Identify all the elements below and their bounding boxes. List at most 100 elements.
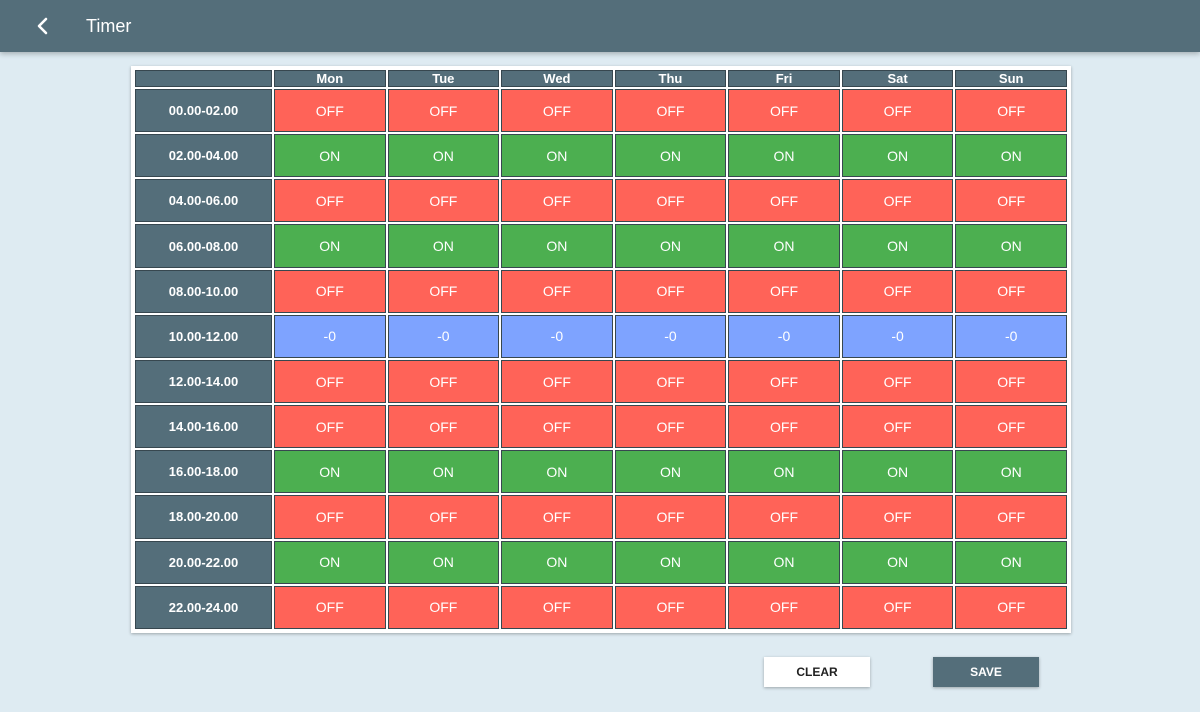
table-row: 12.00-14.00 OFF OFF OFF OFF OFF OFF OFF	[135, 359, 1067, 404]
schedule-cell-tue[interactable]: ON	[387, 540, 500, 584]
time-slot-label: 22.00-24.00	[135, 585, 272, 629]
schedule-cell-wed[interactable]: OFF	[501, 179, 613, 223]
schedule-cell-tue[interactable]: OFF	[387, 585, 500, 629]
schedule-cell-mon[interactable]: OFF	[274, 269, 386, 313]
schedule-cell-sun[interactable]: OFF	[955, 585, 1067, 629]
schedule-cell-thu[interactable]: OFF	[614, 495, 727, 539]
schedule-cell-wed[interactable]: OFF	[501, 89, 613, 133]
schedule-cell-mon[interactable]: ON	[274, 134, 386, 178]
schedule-cell-thu[interactable]: OFF	[614, 405, 727, 449]
schedule-cell-tue[interactable]: -0	[387, 314, 500, 358]
schedule-cell-sat[interactable]: ON	[841, 134, 954, 178]
schedule-cell-sat[interactable]: OFF	[841, 359, 954, 404]
schedule-cell-sun[interactable]: OFF	[955, 269, 1067, 313]
schedule-cell-mon[interactable]: OFF	[274, 89, 386, 133]
table-row: 22.00-24.00 OFF OFF OFF OFF OFF OFF OFF	[135, 585, 1067, 629]
schedule-cell-sat[interactable]: OFF	[841, 179, 954, 223]
schedule-cell-wed[interactable]: OFF	[501, 495, 613, 539]
schedule-cell-fri[interactable]: OFF	[728, 585, 840, 629]
schedule-cell-thu[interactable]: ON	[614, 224, 727, 268]
schedule-cell-thu[interactable]: OFF	[614, 269, 727, 313]
schedule-cell-sun[interactable]: OFF	[955, 405, 1067, 449]
schedule-cell-wed[interactable]: ON	[501, 450, 613, 494]
schedule-cell-tue[interactable]: OFF	[387, 405, 500, 449]
time-slot-label: 08.00-10.00	[135, 269, 272, 313]
schedule-cell-sat[interactable]: -0	[841, 314, 954, 358]
back-button[interactable]	[28, 11, 58, 41]
schedule-cell-fri[interactable]: ON	[728, 540, 840, 584]
schedule-cell-mon[interactable]: ON	[274, 224, 386, 268]
day-header-wed: Wed	[501, 70, 613, 87]
schedule-cell-wed[interactable]: ON	[501, 224, 613, 268]
schedule-cell-thu[interactable]: OFF	[614, 359, 727, 404]
schedule-cell-tue[interactable]: ON	[387, 134, 500, 178]
schedule-cell-fri[interactable]: OFF	[728, 359, 840, 404]
schedule-cell-thu[interactable]: ON	[614, 134, 727, 178]
schedule-cell-fri[interactable]: ON	[728, 224, 840, 268]
day-header-fri: Fri	[728, 70, 840, 87]
schedule-cell-fri[interactable]: OFF	[728, 405, 840, 449]
schedule-cell-sat[interactable]: OFF	[841, 405, 954, 449]
schedule-cell-mon[interactable]: ON	[274, 450, 386, 494]
schedule-cell-sat[interactable]: OFF	[841, 495, 954, 539]
schedule-cell-sun[interactable]: OFF	[955, 495, 1067, 539]
schedule-cell-sat[interactable]: OFF	[841, 89, 954, 133]
schedule-cell-tue[interactable]: ON	[387, 224, 500, 268]
schedule-cell-thu[interactable]: OFF	[614, 585, 727, 629]
chevron-left-icon	[28, 11, 58, 41]
schedule-cell-thu[interactable]: -0	[614, 314, 727, 358]
schedule-cell-mon[interactable]: OFF	[274, 495, 386, 539]
schedule-cell-mon[interactable]: ON	[274, 540, 386, 584]
schedule-cell-wed[interactable]: ON	[501, 134, 613, 178]
table-row: 20.00-22.00 ON ON ON ON ON ON ON	[135, 540, 1067, 584]
schedule-cell-thu[interactable]: ON	[614, 540, 727, 584]
schedule-cell-mon[interactable]: -0	[274, 314, 386, 358]
schedule-cell-sat[interactable]: OFF	[841, 269, 954, 313]
schedule-cell-mon[interactable]: OFF	[274, 405, 386, 449]
schedule-cell-sun[interactable]: OFF	[955, 89, 1067, 133]
schedule-cell-mon[interactable]: OFF	[274, 359, 386, 404]
schedule-cell-wed[interactable]: -0	[501, 314, 613, 358]
schedule-cell-mon[interactable]: OFF	[274, 179, 386, 223]
table-row: 18.00-20.00 OFF OFF OFF OFF OFF OFF OFF	[135, 495, 1067, 539]
table-row: 08.00-10.00 OFF OFF OFF OFF OFF OFF OFF	[135, 269, 1067, 313]
schedule-cell-tue[interactable]: OFF	[387, 495, 500, 539]
schedule-cell-fri[interactable]: -0	[728, 314, 840, 358]
save-button[interactable]: SAVE	[933, 657, 1039, 687]
schedule-cell-tue[interactable]: OFF	[387, 359, 500, 404]
time-slot-label: 18.00-20.00	[135, 495, 272, 539]
schedule-cell-sat[interactable]: ON	[841, 540, 954, 584]
schedule-cell-wed[interactable]: OFF	[501, 359, 613, 404]
schedule-cell-fri[interactable]: OFF	[728, 495, 840, 539]
schedule-cell-fri[interactable]: OFF	[728, 179, 840, 223]
schedule-cell-sun[interactable]: ON	[955, 540, 1067, 584]
schedule-cell-sat[interactable]: OFF	[841, 585, 954, 629]
schedule-cell-sun[interactable]: ON	[955, 450, 1067, 494]
schedule-cell-tue[interactable]: ON	[387, 450, 500, 494]
schedule-cell-tue[interactable]: OFF	[387, 179, 500, 223]
schedule-cell-fri[interactable]: ON	[728, 134, 840, 178]
clear-button[interactable]: CLEAR	[764, 657, 870, 687]
schedule-cell-sat[interactable]: ON	[841, 450, 954, 494]
schedule-cell-tue[interactable]: OFF	[387, 269, 500, 313]
schedule-cell-mon[interactable]: OFF	[274, 585, 386, 629]
schedule-cell-thu[interactable]: OFF	[614, 179, 727, 223]
schedule-cell-fri[interactable]: OFF	[728, 269, 840, 313]
schedule-cell-thu[interactable]: ON	[614, 450, 727, 494]
schedule-cell-tue[interactable]: OFF	[387, 89, 500, 133]
schedule-cell-sat[interactable]: ON	[841, 224, 954, 268]
schedule-cell-sun[interactable]: OFF	[955, 359, 1067, 404]
schedule-cell-fri[interactable]: ON	[728, 450, 840, 494]
schedule-cell-wed[interactable]: OFF	[501, 405, 613, 449]
schedule-cell-thu[interactable]: OFF	[614, 89, 727, 133]
schedule-cell-sun[interactable]: ON	[955, 134, 1067, 178]
schedule-cell-wed[interactable]: ON	[501, 540, 613, 584]
time-slot-label: 14.00-16.00	[135, 405, 272, 449]
schedule-cell-sun[interactable]: OFF	[955, 179, 1067, 223]
schedule-cell-wed[interactable]: OFF	[501, 269, 613, 313]
table-row: 14.00-16.00 OFF OFF OFF OFF OFF OFF OFF	[135, 405, 1067, 449]
schedule-cell-sun[interactable]: -0	[955, 314, 1067, 358]
schedule-cell-sun[interactable]: ON	[955, 224, 1067, 268]
schedule-cell-wed[interactable]: OFF	[501, 585, 613, 629]
schedule-cell-fri[interactable]: OFF	[728, 89, 840, 133]
